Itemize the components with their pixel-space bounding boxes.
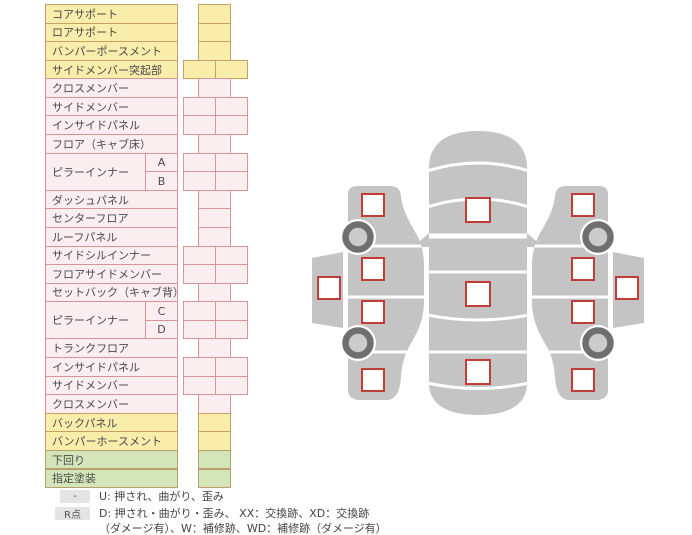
row-label: ピラーインナー [45,152,146,191]
legend-symbol-r: R点 [55,507,90,521]
row-label: バックパネル [45,412,178,433]
row-label: バンパーホースメント [45,431,178,451]
row-label: サイドメンバー [45,96,178,117]
row-label: サイドメンバー突起部 [45,59,178,80]
marker-left-roof-side[interactable] [317,276,341,300]
row-label: 指定塗装 [45,468,178,489]
row-sublabel: A [145,152,178,173]
right-side-body [532,186,608,400]
row-label: フロア（キャブ床） [45,134,178,154]
marker-right-rear-door[interactable] [571,300,595,324]
legend-text-u: U: 押され、曲がり、歪み [99,490,224,503]
parts-table: コアサポート ロアサポート バンパーポースメント サイドメンバー突起部 クロスメンバーサ… [45,4,250,490]
row-label: センターフロア [45,208,178,228]
legend-text-d-line2: （ダメージ有）、W：補修跡、WD：補修跡（ダメージ有） [99,522,387,535]
value-cell-center[interactable] [198,468,231,489]
row-label: バンパーポースメント [45,41,178,61]
top-view [413,131,543,415]
side-view-left [312,186,424,400]
row-label: ピラーインナー [45,301,146,340]
legend-symbol-dash: - [60,490,90,503]
value-cell-right[interactable] [215,115,248,136]
marker-hood[interactable] [465,197,491,223]
value-cell-right[interactable] [215,375,248,396]
marker-left-front-fender[interactable] [361,193,385,217]
left-front-wheel-icon [342,221,374,253]
row-label: サイドシルインナー [45,245,178,266]
value-cell-right[interactable] [215,171,248,191]
marker-right-front-door[interactable] [571,257,595,281]
row-label: クロスメンバー [45,394,178,414]
row-sublabel: C [145,301,178,321]
left-side-body [348,186,424,400]
value-cell-right[interactable] [215,319,248,340]
marker-left-quarter[interactable] [361,368,385,392]
marker-left-front-door[interactable] [361,257,385,281]
marker-trunk[interactable] [465,359,491,385]
value-cell-right[interactable] [215,264,248,284]
right-rear-wheel-icon [582,327,614,359]
row-label: クロスメンバー [45,78,178,98]
marker-right-quarter[interactable] [571,368,595,392]
row-label: インサイドパネル [45,115,178,136]
legend-text-d-line1: D: 押され・曲がり・歪み、 XX：交換跡、XD：交換跡 [99,507,370,520]
right-front-wheel-icon [582,221,614,253]
marker-roof[interactable] [465,281,491,307]
marker-left-rear-door[interactable] [361,300,385,324]
left-rear-wheel-icon [342,327,374,359]
marker-right-front-fender[interactable] [571,193,595,217]
side-view-right [532,186,644,400]
value-cell-right[interactable] [215,59,248,80]
row-label: フロアサイドメンバー [45,264,178,284]
marker-right-roof-side[interactable] [615,276,639,300]
